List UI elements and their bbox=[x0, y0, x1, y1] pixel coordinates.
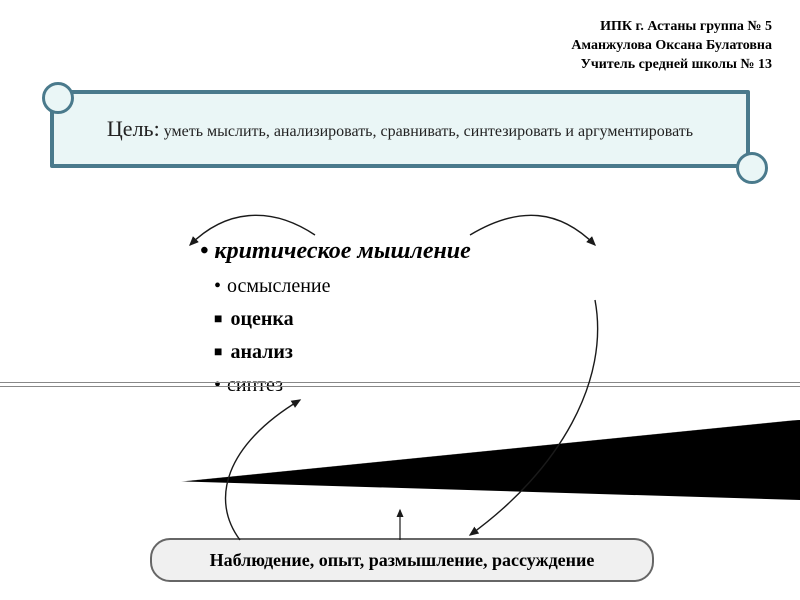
concept-title: критическое мышление bbox=[200, 238, 560, 265]
goal-text: уметь мыслить, анализировать, сравнивать… bbox=[164, 123, 693, 140]
concept-item: анализ bbox=[214, 341, 560, 364]
goal-box: Цель: уметь мыслить, анализировать, срав… bbox=[50, 90, 750, 168]
concept-item: оценка bbox=[214, 308, 560, 331]
goal-label: Цель: bbox=[107, 116, 160, 141]
concept-item: осмысление bbox=[214, 275, 560, 298]
header-line-1: ИПК г. Астаны группа № 5 bbox=[571, 18, 772, 37]
black-wedge bbox=[0, 420, 800, 500]
scroll-roll-top-left bbox=[42, 82, 74, 114]
author-header: ИПК г. Астаны группа № 5 Аманжулова Окса… bbox=[571, 18, 772, 75]
footer-box: Наблюдение, опыт, размышление, рассужден… bbox=[150, 538, 654, 582]
header-line-2: Аманжулова Оксана Булатовна bbox=[571, 37, 772, 56]
divider-line-1 bbox=[0, 382, 800, 383]
goal-content: Цель: уметь мыслить, анализировать, срав… bbox=[107, 116, 693, 142]
footer-text: Наблюдение, опыт, размышление, рассужден… bbox=[210, 550, 595, 571]
scroll-roll-bottom-right bbox=[736, 152, 768, 184]
divider-line-2 bbox=[0, 386, 800, 387]
header-line-3: Учитель средней школы № 13 bbox=[571, 56, 772, 75]
